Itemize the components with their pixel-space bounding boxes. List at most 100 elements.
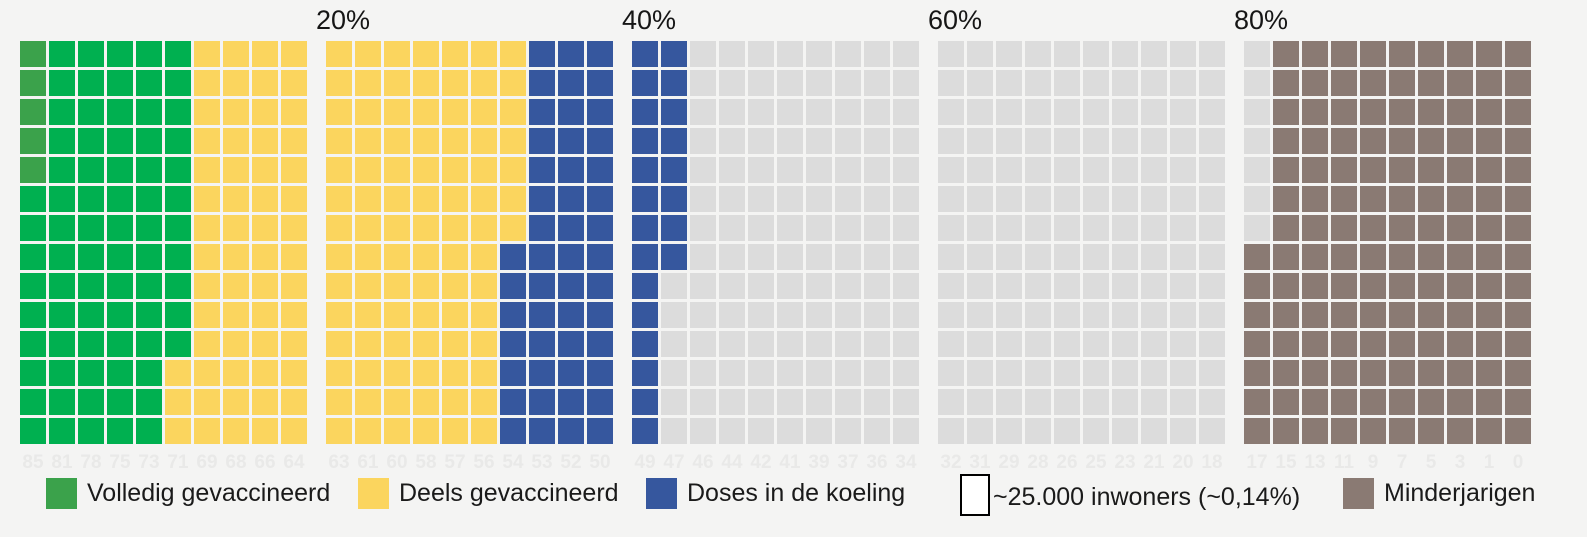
waffle-cell-volledig (49, 99, 75, 125)
waffle-cell-deels (326, 186, 352, 212)
waffle-cell-minderjarigen (1273, 41, 1299, 67)
waffle-cell-deels (471, 186, 497, 212)
waffle-cell-rest (996, 302, 1022, 328)
waffle-cell-deels (384, 186, 410, 212)
waffle-cell-rest (1141, 99, 1167, 125)
waffle-cell-minderjarigen (1476, 215, 1502, 241)
waffle-cell-rest (938, 41, 964, 67)
waffle-cell-minderjarigen (1331, 128, 1357, 154)
waffle-cell-rest (864, 389, 890, 415)
waffle-cell-deels (384, 302, 410, 328)
waffle-cell-rest (996, 128, 1022, 154)
age-label: 60 (386, 452, 408, 473)
waffle-cell-volledig (165, 157, 191, 183)
waffle-cell-rest (1025, 302, 1051, 328)
waffle-cell-doses (632, 157, 658, 183)
waffle-cell-rest (864, 273, 890, 299)
waffle-cell-minderjarigen (1331, 99, 1357, 125)
waffle-cell-rest (806, 186, 832, 212)
waffle-cell-minderjarigen (1360, 389, 1386, 415)
waffle-cell-volledig (165, 186, 191, 212)
waffle-cell-doses (587, 128, 613, 154)
waffle-cell-rest (1170, 70, 1196, 96)
waffle-cell-rest (1199, 186, 1225, 212)
waffle-cell-minderjarigen (1418, 418, 1444, 444)
waffle-cell-doses (632, 99, 658, 125)
waffle-cell-rest (690, 244, 716, 270)
waffle-cell-minderjarigen (1476, 186, 1502, 212)
waffle-cell-minderjarigen (1244, 273, 1270, 299)
waffle-cell-deels (471, 389, 497, 415)
waffle-cell-minderjarigen (1331, 70, 1357, 96)
waffle-cell-minderjarigen (1331, 418, 1357, 444)
waffle-cell-rest (1170, 331, 1196, 357)
waffle-cell-volledig (49, 418, 75, 444)
age-label: 66 (254, 452, 276, 473)
waffle-cell-rest (1112, 302, 1138, 328)
waffle-cell-minderjarigen (1360, 99, 1386, 125)
waffle-cell-rest (719, 157, 745, 183)
waffle-cell-rest (661, 418, 687, 444)
age-label: 46 (692, 452, 714, 473)
waffle-cell-rest (777, 273, 803, 299)
waffle-cell-rest (893, 418, 919, 444)
waffle-cell-volledig (20, 360, 46, 386)
waffle-cell-rest (1141, 418, 1167, 444)
waffle-cell-rest (1083, 99, 1109, 125)
waffle-cell-rest (1083, 360, 1109, 386)
waffle-cell-rest (835, 157, 861, 183)
age-label: 41 (779, 452, 801, 473)
waffle-cell-rest (1025, 331, 1051, 357)
waffle-cell-minderjarigen (1505, 389, 1531, 415)
age-label: 11 (1333, 452, 1355, 473)
waffle-cell-minderjarigen (1331, 157, 1357, 183)
waffle-cell-minderjarigen (1360, 331, 1386, 357)
waffle-cell-rest (835, 273, 861, 299)
waffle-cell-deels (413, 331, 439, 357)
waffle-cell-rest (1083, 41, 1109, 67)
waffle-cell-doses (587, 99, 613, 125)
waffle-cell-minderjarigen (1360, 244, 1386, 270)
waffle-cell-doses (500, 302, 526, 328)
waffle-cell-rest (1025, 418, 1051, 444)
waffle-cell-rest (690, 360, 716, 386)
waffle-cell-volledig_dark (20, 41, 46, 67)
waffle-cell-rest (1244, 157, 1270, 183)
waffle-cell-rest (661, 331, 687, 357)
waffle-cell-rest (938, 70, 964, 96)
waffle-cell-minderjarigen (1389, 41, 1415, 67)
waffle-cell-rest (967, 389, 993, 415)
waffle-cell-volledig (78, 186, 104, 212)
waffle-cell-volledig (20, 418, 46, 444)
waffle-cell-rest (1054, 215, 1080, 241)
waffle-cell-deels (384, 157, 410, 183)
waffle-cell-deels (194, 215, 220, 241)
waffle-cell-rest (967, 360, 993, 386)
waffle-cell-rest (1170, 302, 1196, 328)
age-label: 26 (1056, 452, 1078, 473)
waffle-cell-doses (587, 41, 613, 67)
waffle-cell-rest (661, 389, 687, 415)
waffle-cell-minderjarigen (1302, 128, 1328, 154)
waffle-cell-minderjarigen (1302, 186, 1328, 212)
waffle-cell-deels (281, 215, 307, 241)
waffle-cell-minderjarigen (1360, 41, 1386, 67)
waffle-cell-rest (690, 70, 716, 96)
waffle-cell-deels (413, 215, 439, 241)
waffle-cell-volledig (78, 157, 104, 183)
age-label: 56 (473, 452, 495, 473)
waffle-cell-rest (777, 128, 803, 154)
waffle-cell-minderjarigen (1418, 128, 1444, 154)
waffle-cell-minderjarigen (1505, 99, 1531, 125)
waffle-cell-rest (1025, 128, 1051, 154)
waffle-cell-volledig (107, 244, 133, 270)
legend-swatch-volledig-gevaccineerd (46, 478, 77, 509)
waffle-cell-rest (996, 273, 1022, 299)
waffle-cell-rest (1170, 99, 1196, 125)
waffle-cell-deels (281, 244, 307, 270)
waffle-cell-doses (529, 41, 555, 67)
waffle-cell-minderjarigen (1418, 157, 1444, 183)
waffle-cell-minderjarigen (1331, 389, 1357, 415)
waffle-cell-rest (1025, 244, 1051, 270)
waffle-cell-deels (326, 215, 352, 241)
